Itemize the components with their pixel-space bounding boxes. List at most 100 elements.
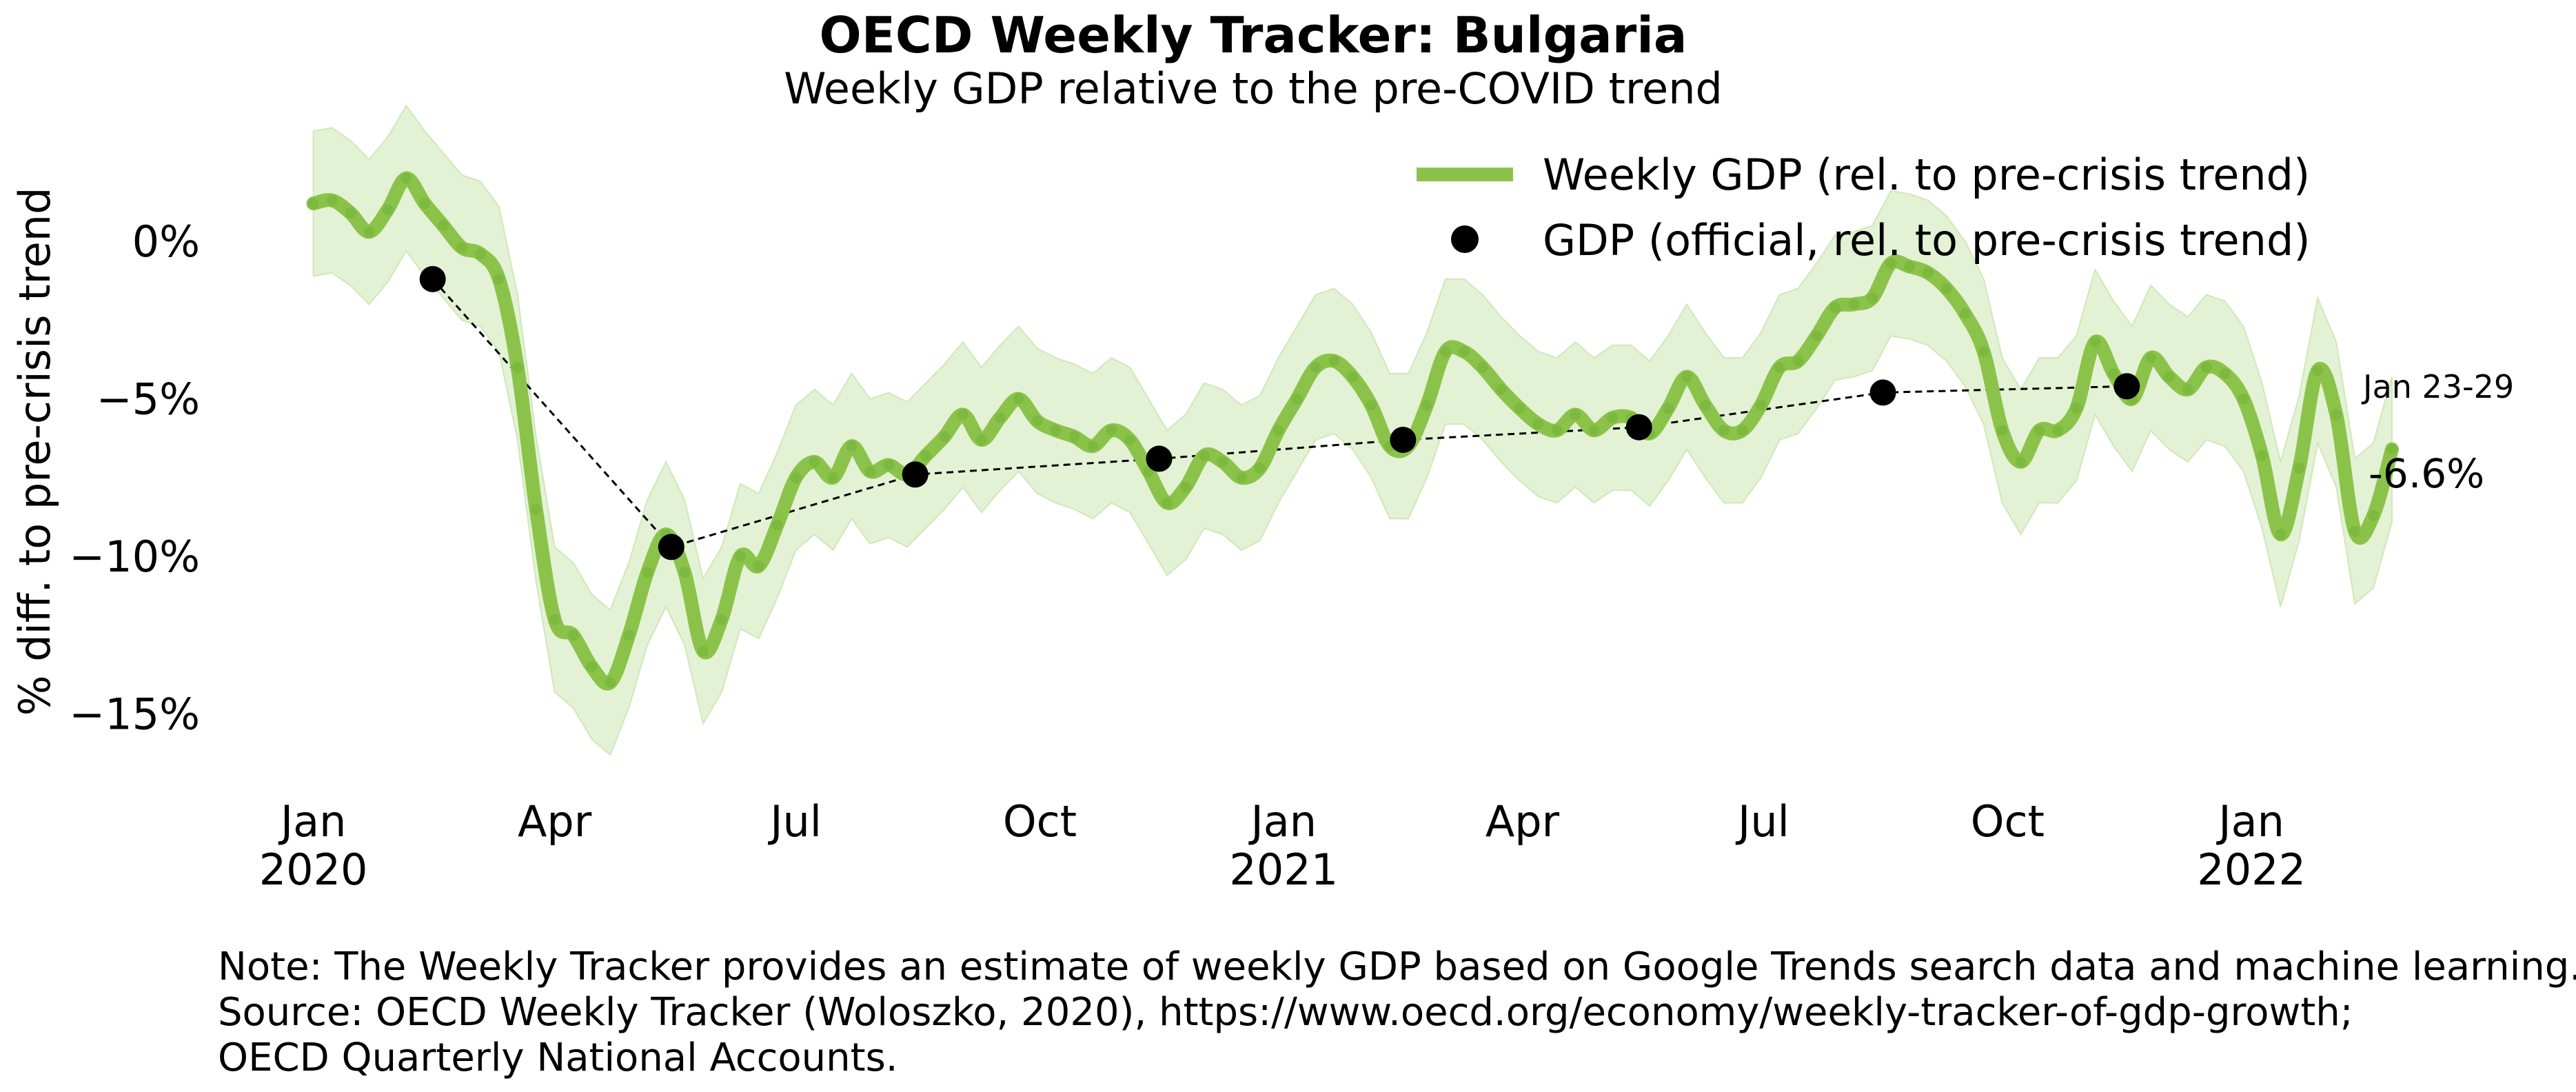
weekly-gdp-point (1607, 412, 1619, 423)
weekly-gdp-point (382, 204, 394, 216)
weekly-gdp-point (846, 441, 858, 452)
weekly-gdp-point (1013, 393, 1024, 405)
weekly-gdp-point (1867, 292, 1878, 304)
x-tick-label: Oct (1971, 796, 2045, 847)
weekly-gdp-point (994, 412, 1006, 423)
weekly-gdp-point (939, 431, 950, 443)
y-tick-label: 0% (132, 216, 200, 267)
weekly-gdp-point (1848, 299, 1860, 310)
weekly-gdp-point (623, 629, 635, 641)
weekly-gdp-point (530, 503, 542, 515)
weekly-gdp-point (438, 220, 449, 232)
weekly-gdp-point (1996, 425, 2008, 436)
weekly-gdp-point (2368, 509, 2380, 521)
weekly-gdp-point (2145, 352, 2156, 364)
x-tick-year-label: 2020 (259, 845, 368, 895)
weekly-gdp-point (2312, 365, 2324, 376)
official-gdp-point (1146, 445, 1173, 472)
weekly-gdp-point (1495, 383, 1507, 395)
weekly-gdp-point (1755, 399, 1767, 411)
weekly-gdp-point (2108, 368, 2120, 379)
x-tick-label: Jan (278, 796, 347, 847)
weekly-gdp-point (1514, 403, 1525, 414)
legend-official-swatch (1451, 225, 1479, 253)
weekly-gdp-point (2052, 425, 2064, 436)
weekly-gdp-point (307, 198, 319, 210)
weekly-gdp-point (419, 198, 431, 210)
weekly-gdp-point (771, 519, 783, 531)
weekly-gdp-point (864, 465, 876, 477)
weekly-gdp-point (1829, 302, 1841, 313)
weekly-gdp-point (1291, 393, 1303, 405)
official-gdp-point (419, 265, 446, 292)
weekly-gdp-line (306, 171, 2399, 691)
weekly-gdp-point (2182, 383, 2193, 395)
weekly-gdp-point (345, 207, 356, 219)
weekly-gdp-point (1959, 308, 1971, 320)
official-gdp-line (432, 278, 2127, 549)
weekly-gdp-point (920, 449, 932, 461)
official-gdp-layer (432, 278, 2127, 549)
weekly-gdp-point (549, 614, 560, 625)
weekly-gdp-point (2034, 425, 2045, 436)
weekly-gdp-point (2256, 449, 2268, 461)
x-tick-label: Jul (767, 796, 822, 847)
weekly-gdp-point (1162, 497, 1173, 509)
weekly-gdp-point (1940, 283, 1952, 294)
weekly-gdp-point (1106, 425, 1117, 436)
weekly-gdp-point (2386, 443, 2397, 455)
weekly-gdp-point (753, 560, 764, 572)
official-gdp-points-layer (419, 265, 2140, 560)
official-gdp-point (2113, 373, 2140, 400)
weekly-gdp-point (1421, 399, 1432, 411)
weekly-gdp-point (2219, 368, 2231, 379)
weekly-gdp-point (1031, 415, 1043, 427)
note-line-3: OECD Quarterly National Accounts. (218, 1035, 898, 1080)
weekly-gdp-point (2349, 525, 2361, 537)
note-line-2: Source: OECD Weekly Tracker (Woloszko, 2… (218, 990, 2353, 1035)
weekly-gdp-point (642, 567, 653, 578)
chart-title: OECD Weekly Tracker: Bulgaria (820, 6, 1687, 64)
weekly-gdp-point (1366, 399, 1377, 411)
weekly-gdp-band (312, 104, 2393, 756)
weekly-gdp-point (2071, 403, 2082, 414)
weekly-gdp-point (1198, 449, 1210, 461)
weekly-gdp-point (2015, 456, 2027, 467)
weekly-gdp-point (734, 551, 746, 563)
weekly-gdp-point (567, 629, 579, 641)
weekly-gdp-point (809, 456, 820, 467)
x-tick-label: Jan (1248, 796, 1317, 847)
end-value-label: -6.6% (2369, 450, 2484, 497)
weekly-gdp-point (1718, 425, 1730, 436)
weekly-gdp-point (1736, 425, 1748, 436)
weekly-gdp-point (1922, 267, 1934, 279)
y-tick-label: −5% (97, 374, 200, 425)
weekly-gdp-point (2275, 529, 2286, 540)
weekly-gdp-point (957, 409, 968, 421)
official-gdp-point (1869, 379, 1896, 406)
weekly-gdp-point (1310, 361, 1321, 373)
end-period-label: Jan 23-29 (2361, 368, 2514, 405)
weekly-gdp-point (456, 242, 467, 254)
weekly-gdp-point (698, 645, 709, 657)
chart-note: Note: The Weekly Tracker provides an est… (218, 944, 2576, 1081)
weekly-gdp-point (1774, 361, 1785, 373)
weekly-gdp-point (1458, 346, 1470, 357)
weekly-gdp-point (1217, 456, 1228, 467)
weekly-gdp-point (716, 614, 727, 625)
weekly-gdp-point (1347, 371, 1359, 383)
weekly-gdp-point (1792, 355, 1804, 367)
official-gdp-point (658, 534, 684, 560)
weekly-gdp-point (2238, 393, 2249, 405)
y-tick-label: −15% (69, 689, 200, 740)
weekly-gdp-point (2331, 409, 2342, 421)
weekly-gdp-point (363, 226, 375, 238)
x-tick-year-label: 2022 (2197, 845, 2306, 895)
weekly-gdp-point (1235, 472, 1247, 483)
weekly-gdp-point (1068, 431, 1080, 443)
weekly-gdp-point (2089, 336, 2101, 348)
weekly-gdp-point (326, 194, 338, 206)
confidence-band-layer (312, 104, 2393, 756)
weekly-gdp-point (1124, 434, 1136, 445)
